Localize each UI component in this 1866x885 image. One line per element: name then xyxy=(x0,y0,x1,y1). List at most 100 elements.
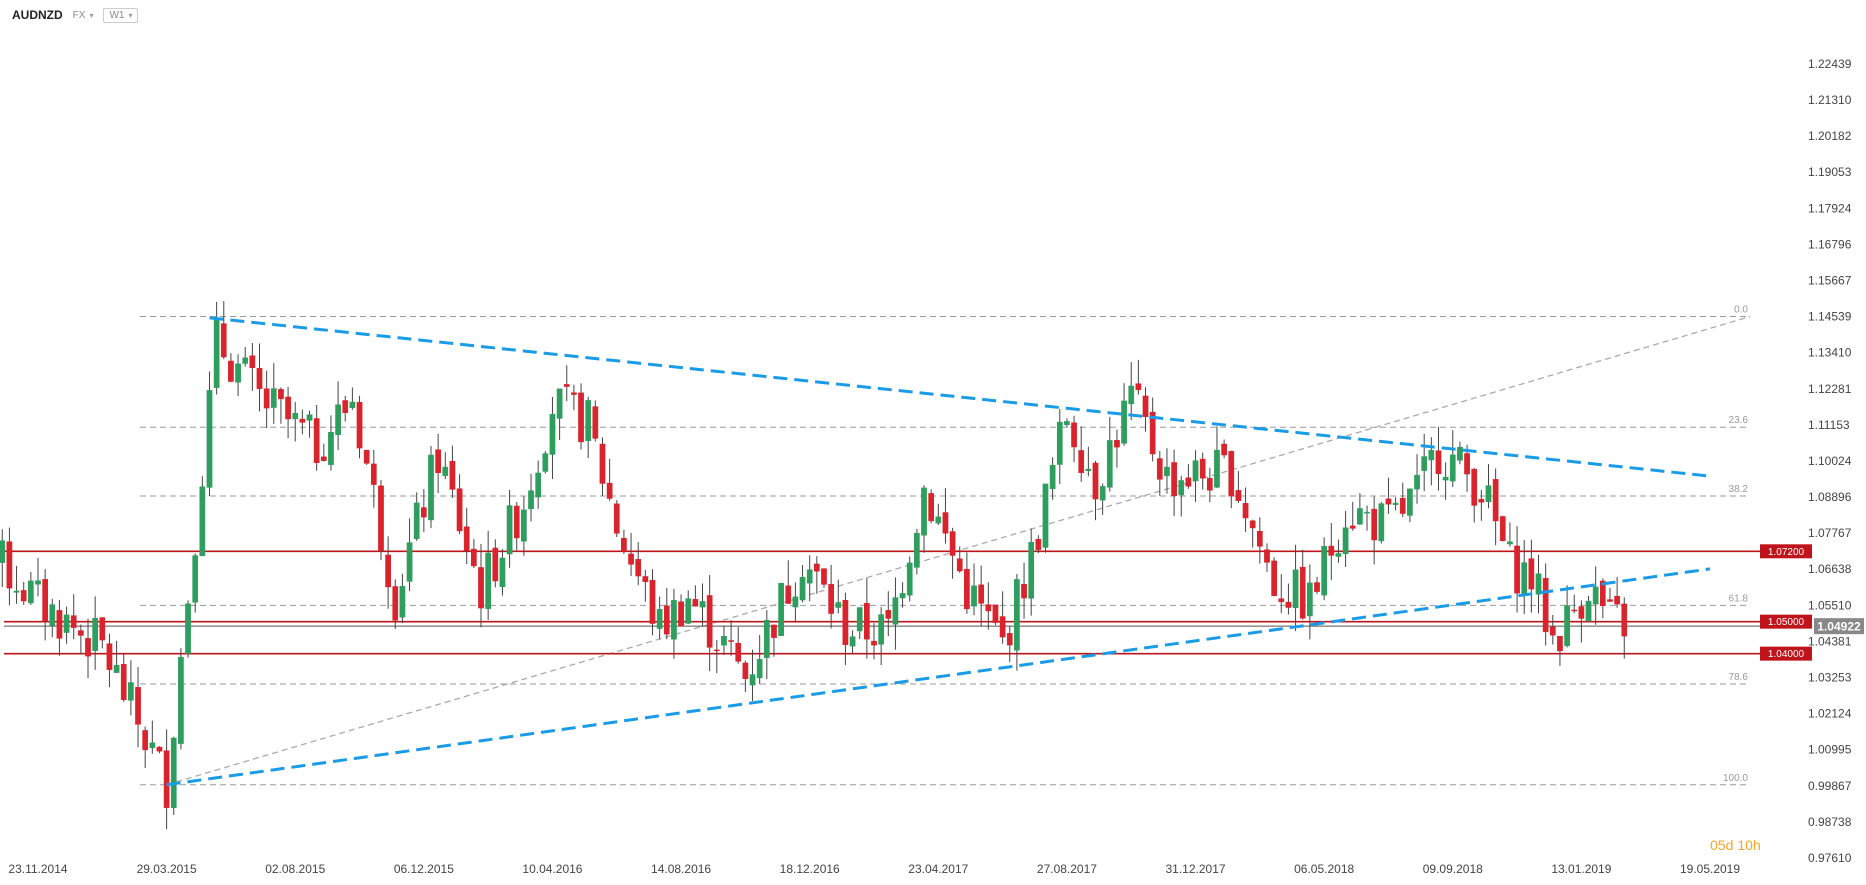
candle xyxy=(506,489,513,568)
candle-body xyxy=(313,418,320,463)
candle xyxy=(742,660,749,693)
candle xyxy=(192,553,199,613)
candle-body xyxy=(1442,476,1449,481)
candle-body xyxy=(871,640,877,646)
candle-body xyxy=(185,603,191,654)
candle-body xyxy=(442,466,449,476)
candle xyxy=(721,625,727,656)
candle-body xyxy=(363,449,370,464)
candle-body xyxy=(678,601,684,627)
fib-level-label: 23.6 xyxy=(1729,415,1749,426)
candle xyxy=(1478,489,1485,521)
candle xyxy=(935,503,942,526)
candle xyxy=(713,640,720,674)
x-axis-tick-label: 10.04.2016 xyxy=(522,862,582,876)
candle-body xyxy=(606,482,613,499)
candle-body xyxy=(799,576,806,601)
candle-body xyxy=(13,590,20,593)
candle-body xyxy=(228,360,234,382)
trendline-upper[interactable] xyxy=(209,316,1711,478)
candle-body xyxy=(885,610,892,619)
candle-body xyxy=(1242,503,1249,519)
candle-body xyxy=(735,642,742,662)
y-axis-tick-label: 1.14539 xyxy=(1808,310,1852,324)
countdown-days-unit: d xyxy=(1726,837,1734,853)
candle-body xyxy=(192,555,199,603)
candle xyxy=(1099,483,1106,515)
candle-body xyxy=(728,640,734,642)
candle-body xyxy=(378,485,384,551)
candle-body xyxy=(1592,586,1599,605)
y-axis-tick-label: 1.13410 xyxy=(1808,346,1852,360)
candle-body xyxy=(828,584,834,614)
candle-body xyxy=(1342,527,1349,555)
candle-body xyxy=(156,746,163,752)
candle xyxy=(878,607,884,666)
candle xyxy=(0,529,6,588)
candle xyxy=(1607,587,1613,602)
candle xyxy=(671,588,677,659)
candle xyxy=(613,500,620,538)
candle xyxy=(328,415,334,471)
candle xyxy=(1585,595,1592,622)
candle-body xyxy=(1128,385,1135,405)
candle-body xyxy=(256,368,263,389)
interval-selector-label: W1 xyxy=(109,9,125,21)
candle-body xyxy=(1471,468,1478,506)
candle-body xyxy=(1099,486,1106,501)
candle xyxy=(1342,510,1349,567)
candle xyxy=(1206,467,1213,503)
trendline-lower[interactable] xyxy=(166,567,1711,787)
candle-body xyxy=(1499,516,1506,541)
candle-body xyxy=(163,750,170,808)
candle xyxy=(185,600,191,658)
candle xyxy=(1149,397,1156,462)
x-axis-tick-label: 09.09.2018 xyxy=(1423,862,1483,876)
fib-level-label: 38.2 xyxy=(1729,484,1749,495)
candle-body xyxy=(1071,422,1077,448)
candle-body xyxy=(1149,411,1156,455)
candle-body xyxy=(621,537,627,552)
candle xyxy=(428,446,434,529)
candle xyxy=(1399,482,1406,518)
candle xyxy=(842,592,849,666)
candle xyxy=(1178,475,1185,517)
candle xyxy=(678,594,684,627)
candle xyxy=(20,581,27,605)
candle-body xyxy=(356,401,363,449)
interval-selector[interactable]: W1 ▾ xyxy=(103,7,139,23)
candle-body xyxy=(592,406,599,439)
candle-body xyxy=(242,357,249,364)
candle xyxy=(1106,416,1113,492)
y-axis-tick-label: 1.06638 xyxy=(1808,562,1852,576)
candle xyxy=(420,489,427,533)
candle xyxy=(1278,574,1285,614)
candle xyxy=(28,571,34,605)
candle-body xyxy=(892,597,899,625)
market-selector[interactable]: FX ▾ xyxy=(73,10,94,21)
candle-body xyxy=(370,463,377,485)
candle-body xyxy=(513,505,520,539)
y-axis-tick-label: 1.21310 xyxy=(1808,93,1852,107)
candle-body xyxy=(135,687,141,725)
candle xyxy=(142,726,149,768)
y-axis-tick-label: 1.02124 xyxy=(1808,707,1852,721)
countdown-days: 05 xyxy=(1710,837,1726,853)
candle xyxy=(685,590,692,625)
candle-body xyxy=(1464,453,1470,475)
candle-body xyxy=(178,656,184,744)
candle-body xyxy=(1428,449,1435,461)
candle-body xyxy=(385,554,391,588)
candle xyxy=(492,539,499,588)
candle-body xyxy=(1056,421,1063,465)
candle-body xyxy=(1156,458,1163,480)
candle-body xyxy=(613,503,620,534)
symbol-label[interactable]: AUDNZD xyxy=(12,8,63,22)
candle-body xyxy=(656,609,663,629)
candle-body xyxy=(1135,383,1142,391)
candle-body xyxy=(928,493,935,522)
candle xyxy=(228,353,234,383)
candle xyxy=(1006,626,1013,663)
candle xyxy=(1357,493,1363,525)
